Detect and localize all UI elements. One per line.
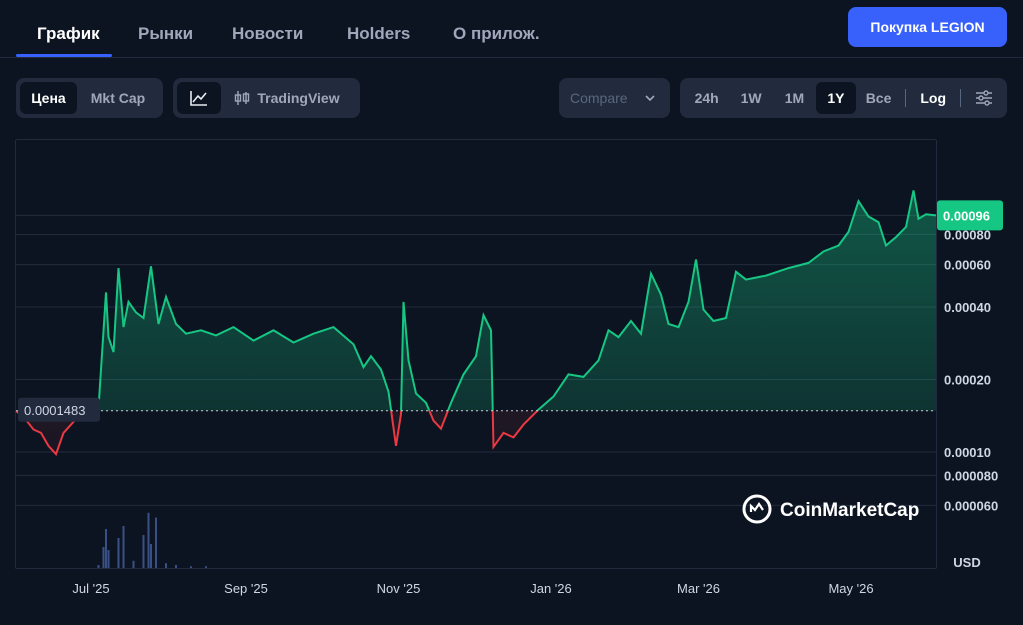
volume-bar: [117, 538, 120, 568]
range-1y[interactable]: 1Y: [816, 82, 856, 114]
range-all[interactable]: Все: [865, 90, 892, 106]
volume-bar: [142, 535, 145, 568]
chart-frame: [15, 139, 937, 569]
current-price-label: 0.00096: [943, 208, 990, 223]
currency-label: USD: [953, 555, 980, 570]
x-tick-label: Mar '26: [677, 581, 720, 596]
y-tick-label: 0.00080: [944, 228, 991, 243]
divider: [960, 89, 961, 107]
buy-button[interactable]: Покупка LEGION: [848, 7, 1007, 47]
compare-label: Compare: [570, 90, 628, 106]
volume-bar: [105, 529, 107, 568]
y-tick-label: 0.000060: [944, 498, 998, 513]
active-tab-indicator: [16, 54, 112, 57]
range-1m[interactable]: 1M: [784, 90, 805, 106]
candlestick-icon: [235, 91, 250, 105]
x-tick-label: May '26: [828, 581, 873, 596]
volume-bar: [147, 512, 150, 568]
volume-bar: [107, 550, 110, 568]
volume-bar: [132, 560, 135, 568]
x-tick-label: Sep '25: [224, 581, 268, 596]
y-tick-label: 0.00010: [944, 445, 991, 460]
line-chart-button[interactable]: [177, 82, 221, 114]
market-cap-toggle[interactable]: Mkt Cap: [90, 90, 146, 106]
price-area-up: [90, 190, 936, 411]
settings-button[interactable]: [965, 82, 1003, 114]
line-chart-icon: [190, 91, 207, 106]
chart-tabs: График Рынки Новости Holders О прилож.: [0, 0, 1023, 58]
volume-bar: [175, 565, 177, 568]
compare-select[interactable]: Compare: [559, 78, 670, 118]
price-toggle[interactable]: Цена: [20, 82, 77, 114]
tradingview-button[interactable]: TradingView: [221, 82, 352, 114]
settings-sliders-icon: [975, 90, 992, 106]
tab-news[interactable]: Новости: [232, 24, 304, 43]
baseline-tag: 0.0001483: [18, 397, 100, 422]
x-tick-label: Jan '26: [530, 581, 572, 596]
x-tick-label: Jul '25: [72, 581, 109, 596]
x-tick-label: Nov '25: [377, 581, 421, 596]
baseline-label: 0.0001483: [24, 403, 85, 418]
range-1w[interactable]: 1W: [740, 90, 762, 106]
current-price-tag: 0.00096: [937, 200, 1003, 231]
coinmarketcap-logo-icon: [742, 494, 772, 524]
y-tick-label: 0.00060: [944, 258, 991, 273]
volume-bar: [97, 565, 100, 568]
range-24h[interactable]: 24h: [694, 90, 719, 106]
volume-bar: [165, 563, 167, 568]
tradingview-label: TradingView: [257, 90, 340, 106]
y-tick-label: 0.00020: [944, 373, 991, 388]
volume-bar: [205, 566, 207, 568]
tab-markets[interactable]: Рынки: [138, 24, 194, 43]
y-tick-label: 0.000080: [944, 468, 998, 483]
volume-bar: [150, 544, 152, 568]
watermark-text: CoinMarketCap: [780, 500, 919, 521]
volume-bar: [102, 547, 105, 568]
coinmarketcap-logo-mark: [749, 502, 764, 512]
metric-toggle: Цена Mkt Cap: [16, 78, 163, 118]
range-toggle: 24h 1W 1M 1Y Все Log: [680, 78, 1007, 118]
divider: [905, 89, 907, 107]
log-scale-toggle[interactable]: Log: [920, 90, 946, 106]
price-line-up: [16, 190, 937, 411]
y-tick-label: 0.00040: [944, 300, 991, 315]
volume-bar: [155, 517, 157, 568]
tab-about[interactable]: О прилож.: [453, 24, 540, 43]
coinmarketcap-watermark: CoinMarketCap: [742, 494, 919, 524]
chevron-down-icon: [645, 95, 655, 102]
volume-bar: [122, 526, 125, 568]
tab-chart[interactable]: График: [37, 24, 100, 43]
tab-holders[interactable]: Holders: [347, 24, 411, 43]
volume-bar: [190, 566, 192, 568]
chart-view-toggle: TradingView: [173, 78, 360, 118]
